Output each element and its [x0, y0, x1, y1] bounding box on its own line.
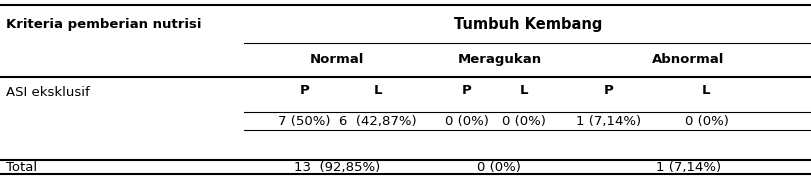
Text: 0 (0%): 0 (0%)	[477, 161, 521, 174]
Text: L: L	[519, 84, 527, 97]
Text: 0 (0%): 0 (0%)	[501, 114, 545, 128]
Text: 1 (7,14%): 1 (7,14%)	[576, 114, 641, 128]
Text: P: P	[299, 84, 309, 97]
Text: Meragukan: Meragukan	[457, 53, 541, 66]
Text: 13  (92,85%): 13 (92,85%)	[294, 161, 380, 174]
Text: 0 (0%): 0 (0%)	[444, 114, 488, 128]
Text: 0 (0%): 0 (0%)	[684, 114, 727, 128]
Text: P: P	[603, 84, 613, 97]
Text: 6  (42,87%): 6 (42,87%)	[338, 114, 416, 128]
Text: Total: Total	[6, 161, 37, 174]
Text: ASI eksklusif: ASI eksklusif	[6, 86, 90, 99]
Text: L: L	[373, 84, 381, 97]
Text: 1 (7,14%): 1 (7,14%)	[654, 161, 720, 174]
Text: P: P	[461, 84, 471, 97]
Text: L: L	[702, 84, 710, 97]
Text: 7 (50%): 7 (50%)	[278, 114, 330, 128]
Text: Tumbuh Kembang: Tumbuh Kembang	[453, 17, 601, 32]
Text: Kriteria pemberian nutrisi: Kriteria pemberian nutrisi	[6, 17, 202, 31]
Text: Abnormal: Abnormal	[651, 53, 723, 66]
Text: Normal: Normal	[310, 53, 363, 66]
